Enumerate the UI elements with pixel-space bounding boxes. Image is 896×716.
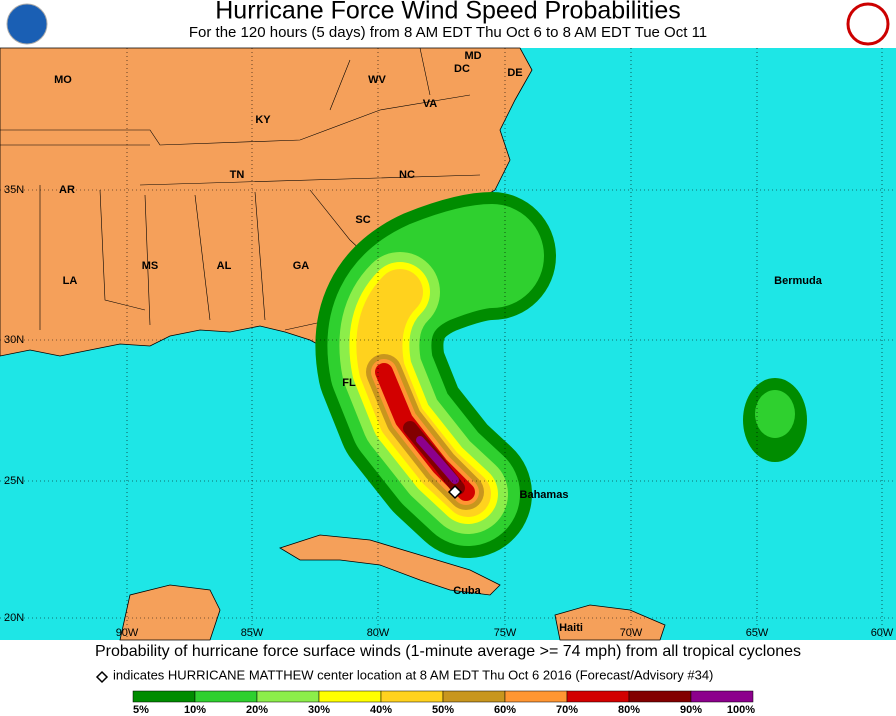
state-label: DC (454, 63, 470, 75)
state-label: KY (255, 114, 271, 126)
legend-label: 100% (727, 704, 755, 716)
state-label: AR (59, 184, 75, 196)
legend-swatch (690, 690, 754, 703)
legend-label: 40% (370, 704, 392, 716)
lon-label: 80W (367, 627, 390, 639)
legend-label: 5% (133, 704, 149, 716)
state-label: MO (54, 74, 72, 86)
legend-swatch (194, 690, 258, 703)
contour (416, 436, 459, 484)
legend-swatch (442, 690, 506, 703)
state-label: TN (230, 169, 245, 181)
map: 35N 30N 25N 20N 90W 85W 80W 75W 70W 65W 60W MO KY WV V… (0, 47, 896, 641)
state-label: MD (464, 50, 481, 62)
grid (0, 48, 896, 640)
state-label: VA (423, 98, 438, 110)
place-label: Haiti (559, 622, 583, 634)
lat-label: 20N (4, 612, 24, 624)
state-label: SC (355, 214, 370, 226)
state-label: MS (142, 260, 159, 272)
legend-swatch (256, 690, 320, 703)
state-label: AL (217, 260, 232, 272)
legend-label: 90% (680, 704, 702, 716)
state-label: DE (507, 67, 522, 79)
legend-swatch (504, 690, 568, 703)
subtitle: For the 120 hours (5 days) from 8 AM EDT… (189, 24, 707, 41)
contour (755, 390, 795, 438)
lon-label: 60W (871, 627, 894, 639)
hispaniola (554, 604, 666, 641)
legend-label: 30% (308, 704, 330, 716)
legend: 5% 10% 20% 30% 40% 50% 60% 70% 80% 90% 100% (132, 690, 755, 716)
cuba (279, 534, 501, 596)
caption: Probability of hurricane force surface w… (95, 643, 801, 660)
legend-swatch (132, 690, 196, 703)
lat-label: 30N (4, 334, 24, 346)
place-label: Bahamas (520, 489, 569, 501)
lon-label: 65W (746, 627, 769, 639)
legend-marker (95, 670, 109, 684)
legend-label: 10% (184, 704, 206, 716)
lat-label: 25N (4, 475, 24, 487)
probability-contours (315, 192, 807, 558)
caption-note: indicates HURRICANE MATTHEW center locat… (113, 667, 713, 682)
lon-label: 75W (494, 627, 517, 639)
lon-label: 70W (620, 627, 643, 639)
lon-label: 85W (241, 627, 264, 639)
place-label: Cuba (453, 585, 481, 597)
legend-swatch (628, 690, 692, 703)
nws-logo (846, 2, 890, 46)
title: Hurricane Force Wind Speed Probabilities (215, 0, 681, 25)
place-label: Bermuda (774, 275, 823, 287)
center-marker (447, 484, 463, 500)
state-label: GA (293, 260, 310, 272)
legend-swatch (566, 690, 630, 703)
state-label: WV (368, 74, 386, 86)
legend-label: 70% (556, 704, 578, 716)
legend-label: 60% (494, 704, 516, 716)
noaa-logo (6, 3, 48, 45)
legend-label: 50% (432, 704, 454, 716)
state-borders (0, 47, 481, 331)
state-label: NC (399, 169, 415, 181)
yucatan (119, 584, 221, 641)
lat-label: 35N (4, 184, 24, 196)
state-label: LA (63, 275, 78, 287)
legend-swatch (380, 690, 444, 703)
legend-label: 20% (246, 704, 268, 716)
lon-label: 90W (116, 627, 139, 639)
legend-label: 80% (618, 704, 640, 716)
legend-swatch (318, 690, 382, 703)
state-label: FL (342, 377, 356, 389)
